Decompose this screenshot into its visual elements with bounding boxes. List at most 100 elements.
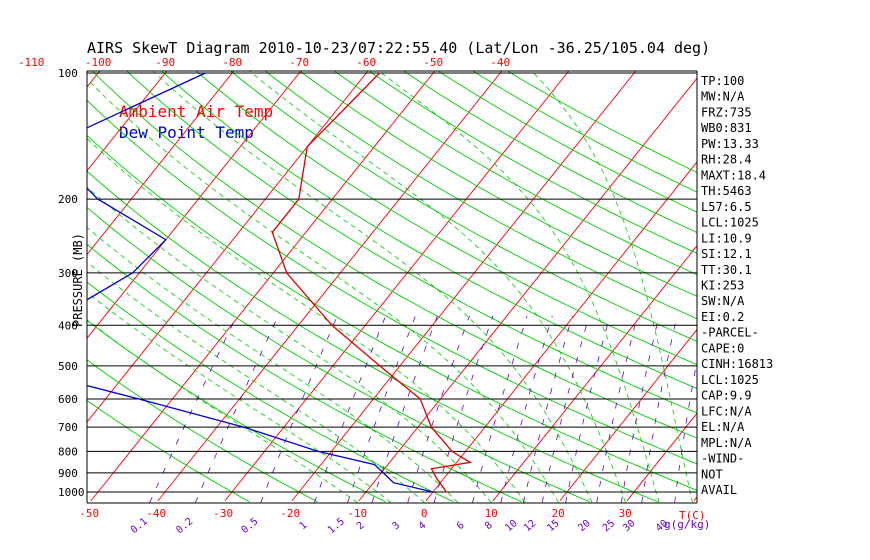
isotherm-line xyxy=(425,161,697,502)
mixing-ratio-label: 1 xyxy=(298,520,310,532)
isotherm-line xyxy=(87,71,235,256)
bottom-temperature-tick-label: 20 xyxy=(552,507,565,520)
isotherm-line xyxy=(0,64,39,501)
mixing-ratio-label: 8 xyxy=(483,520,495,532)
mixing-ratio-label: 12 xyxy=(522,518,538,534)
bottom-temperature-tick-label: -20 xyxy=(280,507,300,520)
ambient-air-temp-point xyxy=(430,468,433,470)
ambient-air-temp-point xyxy=(419,398,421,400)
ambient-air-temp-point xyxy=(271,231,273,233)
dew-point-temp-point xyxy=(11,365,12,366)
moist-adiabat-line xyxy=(377,71,660,503)
dry-adiabat-line xyxy=(87,399,250,503)
mixing-ratio-line xyxy=(565,315,611,503)
background-grid xyxy=(0,64,870,503)
mixing-ratio-line xyxy=(260,315,338,503)
stability-index-item: LI:10.9 xyxy=(701,231,752,245)
dew-point-temp-point xyxy=(138,398,140,400)
moist-adiabat-line xyxy=(248,71,626,503)
dry-adiabat-line xyxy=(437,71,697,213)
profile-series xyxy=(11,72,472,493)
mixing-ratio-label: 1.5 xyxy=(326,516,347,536)
isotherm-line xyxy=(87,71,369,423)
mixing-ratio-line xyxy=(596,315,638,503)
isotherm-line xyxy=(90,71,436,502)
mixing-ratio-line xyxy=(472,315,528,503)
dew-point-temp-point xyxy=(43,325,44,326)
isotherm-line xyxy=(761,64,870,501)
dry-adiabat-line xyxy=(160,71,697,390)
moist-adiabat-line xyxy=(87,78,559,503)
mixing-ratio-line xyxy=(433,315,494,503)
bottom-temperature-tick-label: 30 xyxy=(619,507,632,520)
mixing-ratio-label: 30 xyxy=(621,518,637,534)
stability-index-item: MW:N/A xyxy=(701,90,745,104)
pressure-tick-label: 400 xyxy=(58,319,78,332)
dry-adiabat-line xyxy=(87,206,590,503)
pressure-tick-label: 700 xyxy=(58,421,78,434)
dew-point-temp-point xyxy=(97,198,99,200)
pressure-tick-label: 300 xyxy=(58,267,78,280)
top-temperature-tick-label: -100 xyxy=(85,56,112,69)
dry-adiabat-line xyxy=(87,134,697,491)
ambient-air-temp-point xyxy=(436,478,438,480)
mixing-ratio-label: 25 xyxy=(601,518,617,534)
mixing-ratio-label: 3 xyxy=(391,520,403,532)
axes: 1002003004005006007008009001000-120-110-… xyxy=(18,56,698,536)
stability-index-item: EL:N/A xyxy=(701,420,745,434)
stability-index-item: RH:28.4 xyxy=(701,153,752,167)
top-temperature-tick-label: -50 xyxy=(423,56,443,69)
stability-index-item: LCL:1025 xyxy=(701,216,759,230)
mixing-ratio-label: 15 xyxy=(545,518,561,534)
bottom-temperature-tick-label: -50 xyxy=(79,507,99,520)
pressure-tick-label: 200 xyxy=(58,193,78,206)
mixing-ratio-label: 0.5 xyxy=(240,516,261,536)
mixing-ratio-line xyxy=(620,315,660,503)
dry-adiabat-line xyxy=(87,170,658,503)
dry-adiabat-line xyxy=(91,71,697,439)
stability-index-item: -PARCEL- xyxy=(701,326,759,340)
isotherm-line xyxy=(87,71,101,88)
stability-index-item: EI:0.2 xyxy=(701,310,744,324)
mixing-ratio-line xyxy=(523,315,573,503)
moist-adiabat-line xyxy=(87,226,459,503)
isotherm-line xyxy=(224,71,570,502)
bottom-temperature-tick-label: -40 xyxy=(146,507,166,520)
ambient-air-temp-point xyxy=(469,461,471,463)
pressure-tick-label: 1000 xyxy=(58,486,85,499)
stability-index-item: AVAIL xyxy=(701,483,737,497)
pressure-tick-label: 600 xyxy=(58,393,78,406)
stability-index-item: L57:6.5 xyxy=(701,200,752,214)
ambient-air-temp-line xyxy=(271,72,472,493)
moist-adiabat-line xyxy=(87,319,358,503)
legend-ambient-air-temp: Ambient Air Temp xyxy=(119,102,273,121)
mixing-ratio-label: 0.2 xyxy=(174,516,195,536)
mixing-ratio-line xyxy=(541,315,590,503)
mixing-ratio-label: 2 xyxy=(355,520,367,532)
dry-adiabat-line xyxy=(299,71,697,297)
dry-adiabat-line xyxy=(87,281,454,503)
mixing-ratio-label: 10 xyxy=(503,518,519,534)
mixing-ratio-line xyxy=(371,315,438,503)
stability-index-item: PW:13.33 xyxy=(701,137,759,151)
stability-index-item: -WIND- xyxy=(701,452,744,466)
pressure-tick-label: 900 xyxy=(58,467,78,480)
dry-adiabat-line xyxy=(87,243,522,503)
top-temperature-tick-label: -80 xyxy=(222,56,242,69)
dry-adiabat-line xyxy=(264,71,697,320)
mixing-ratio-label: 6 xyxy=(455,520,467,532)
chart-title: AIRS SkewT Diagram 2010-10-23/07:22:55.4… xyxy=(87,39,710,57)
stability-index-item: KI:253 xyxy=(701,279,744,293)
pressure-tick-label: 500 xyxy=(58,360,78,373)
ambient-air-temp-point xyxy=(451,450,453,452)
isotherm-line xyxy=(492,245,697,502)
mixing-ratio-line xyxy=(347,315,416,503)
mixing-ratio-label: 4 xyxy=(417,520,429,532)
ambient-air-temp-point xyxy=(306,146,308,148)
dry-adiabat-line xyxy=(506,71,697,173)
isotherm-line xyxy=(291,71,637,502)
moist-adiabat-line xyxy=(152,71,593,503)
temperature-unit-label: T(C) xyxy=(679,509,706,522)
isotherm-line xyxy=(358,77,697,502)
